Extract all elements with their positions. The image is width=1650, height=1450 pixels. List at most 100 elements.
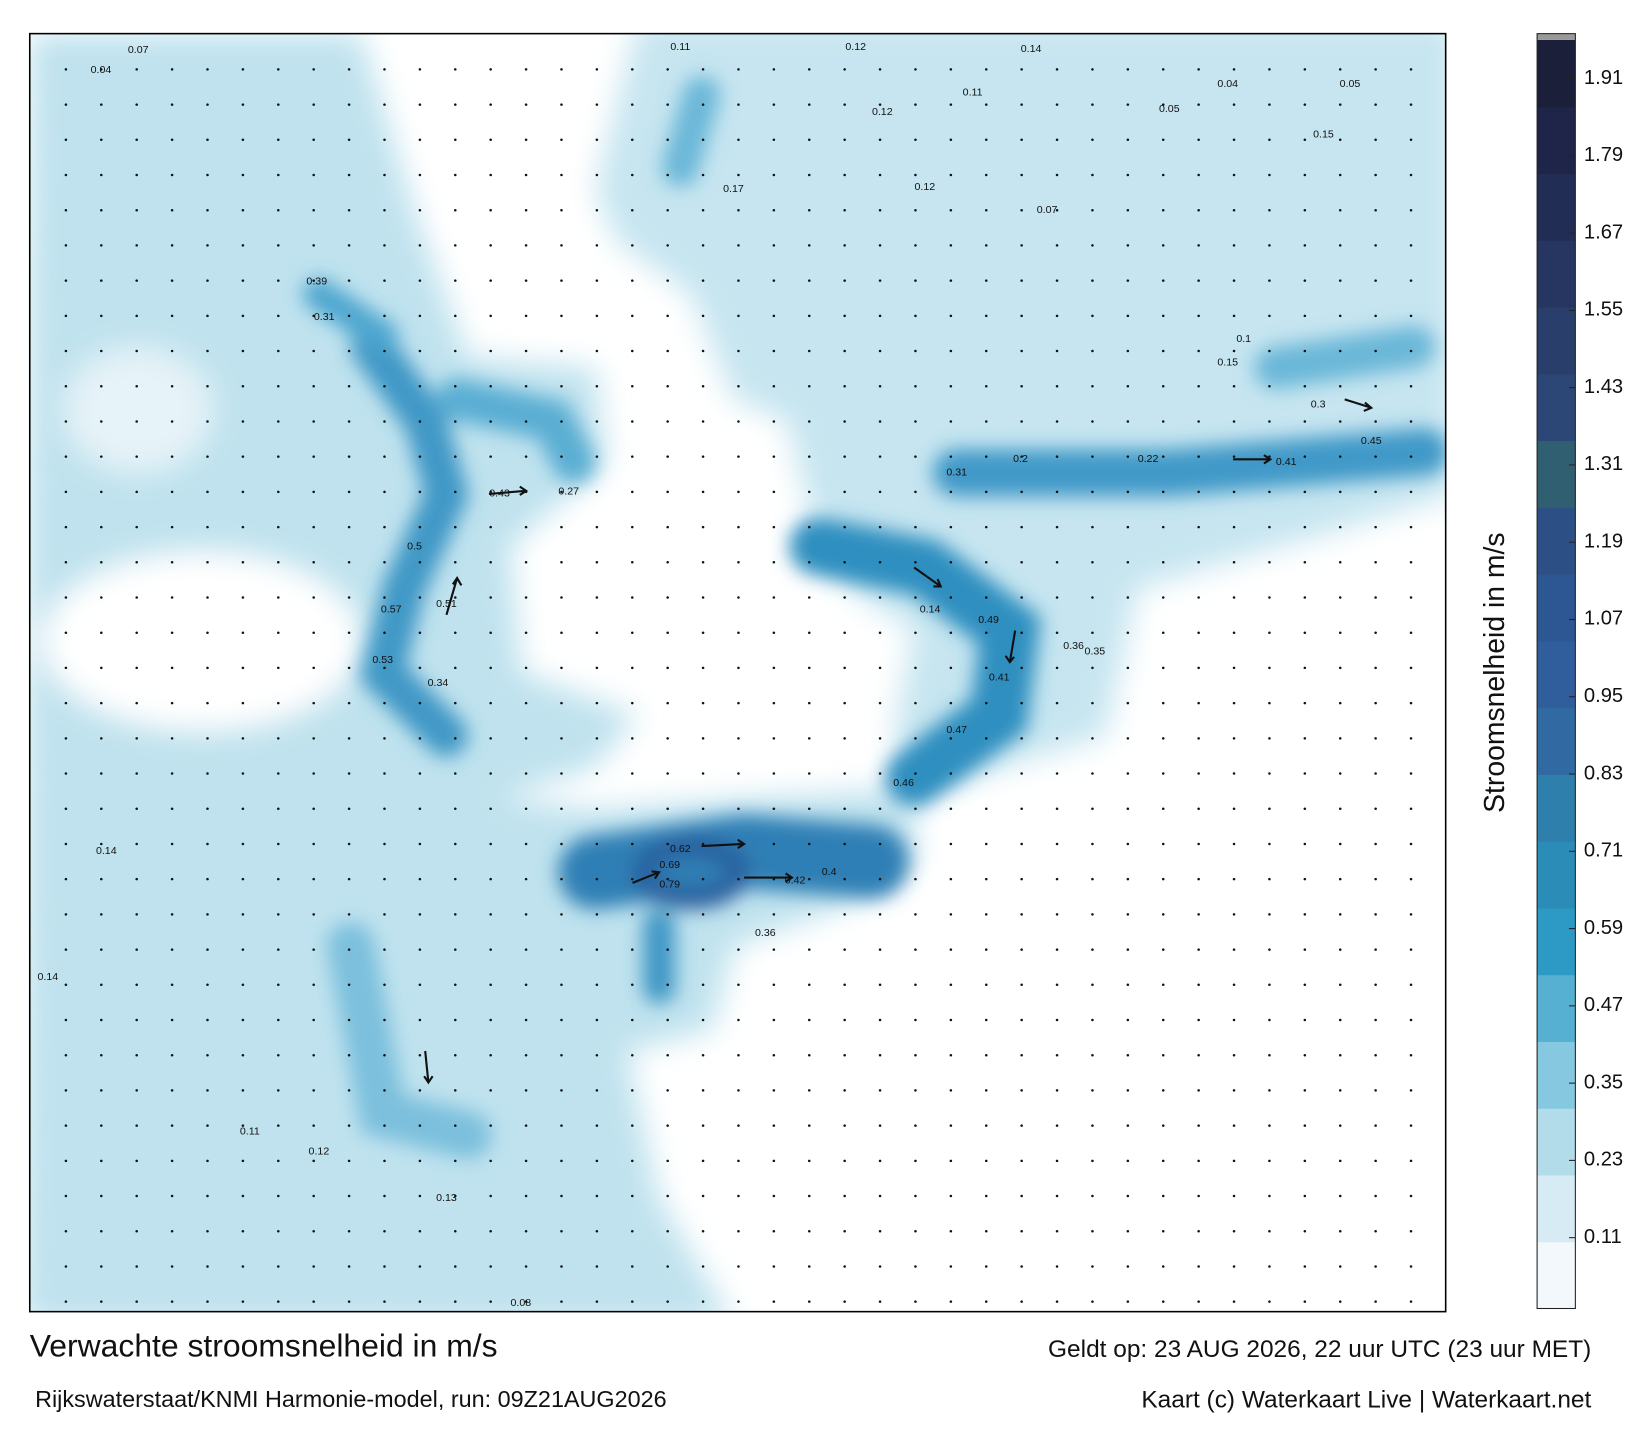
grid-dot [489,701,492,705]
grid-dot [64,1089,68,1092]
grid-dot [560,244,563,247]
grid-dot [170,772,174,775]
grid-dot [64,525,68,529]
grid-dot [878,807,882,811]
grid-dot [1091,983,1094,987]
grid-dot [1126,948,1130,951]
grid-dot [807,948,811,951]
grid-dot [701,103,705,106]
grid-dot [1338,138,1342,142]
grid-dot [1055,983,1059,987]
grid-dot [1268,701,1271,705]
grid-dot [64,138,68,142]
grid-dot [595,525,599,529]
grid-dot [1303,68,1307,71]
grid-dot [1197,244,1200,247]
grid-dot [1126,349,1130,353]
grid-dot [489,1265,492,1268]
grid-dot [701,1265,705,1268]
grid-dot [1232,1124,1236,1127]
grid-dot [347,877,351,881]
grid-dot [666,877,669,881]
grid-dot [524,208,528,212]
grid-dot [1374,173,1377,177]
grid-dot [1020,877,1023,881]
grid-dot [807,349,811,353]
grid-dot [737,455,740,458]
grid-dot [1197,349,1200,353]
grid-dot [1303,420,1307,423]
grid-dot [949,631,953,634]
grid-dot [666,1053,669,1057]
grid-dot [418,1194,422,1198]
speed-label: 0.12 [914,181,935,193]
grid-dot [666,983,669,987]
channel [302,278,399,353]
grid-dot [454,631,457,634]
grid-dot [878,666,882,670]
grid-dot [914,103,917,106]
grid-dot [560,1089,563,1092]
grid-dot [1091,1194,1094,1198]
grid-dot [807,842,811,846]
grid-dot [454,1159,457,1163]
grid-dot [135,1265,138,1268]
grid-dot [64,701,68,705]
grid-dot [595,877,599,881]
grid-dot [135,455,138,458]
grid-dot [560,737,563,740]
title: Verwachte stroomsnelheid in m/s [30,1328,498,1364]
speed-label: 0.22 [1138,453,1159,465]
grid-dot [1161,596,1165,599]
grid-dot [170,1124,174,1127]
colorbar-band [1537,307,1576,375]
grid-dot [1126,1265,1130,1268]
grid-dot [64,208,68,212]
grid-dot [1374,455,1377,458]
grid-dot [1020,983,1023,987]
grid-dot [383,1018,386,1022]
speed-label: 0.43 [489,488,510,500]
grid-dot [1374,68,1377,71]
grid-dot [914,1265,917,1268]
grid-dot [347,561,351,564]
grid-dot [135,772,138,775]
grid-dot [454,455,457,458]
map-frame [28,32,1447,1313]
grid-dot [489,596,492,599]
grid-dot [1232,1053,1236,1057]
grid-dot [914,314,917,318]
grid-dot [1055,1300,1059,1303]
grid-dot [560,701,563,705]
grid-dot [1232,596,1236,599]
grid-dot [630,1194,634,1198]
grid-dot [1197,772,1200,775]
grid-dot [206,349,209,353]
grid-dot [64,1124,68,1127]
grid-dot [206,455,209,458]
grid-dot [206,877,209,881]
grid-dot [807,279,811,282]
grid-dot [843,525,846,529]
grid-dot [630,1229,634,1233]
grid-dot [807,1300,811,1303]
grid-dot [843,1089,846,1092]
grid-dot [1197,913,1200,916]
grid-dot [454,103,457,106]
grid-dot [701,525,705,529]
grid-dot [560,842,563,846]
grid-dot [1161,1300,1165,1303]
grid-dot [100,349,103,353]
grid-dot [807,420,811,423]
grid-dot [1020,208,1023,212]
grid-dot [1338,737,1342,740]
grid-dot [170,1053,174,1057]
grid-dot [1161,1265,1165,1268]
grid-dot [1303,103,1307,106]
grid-dot [170,666,174,670]
grid-dot [1126,1229,1130,1233]
grid-dot [418,138,422,142]
grid-dot [1409,913,1413,916]
grid-dot [1268,807,1271,811]
grid-dot [64,1018,68,1022]
